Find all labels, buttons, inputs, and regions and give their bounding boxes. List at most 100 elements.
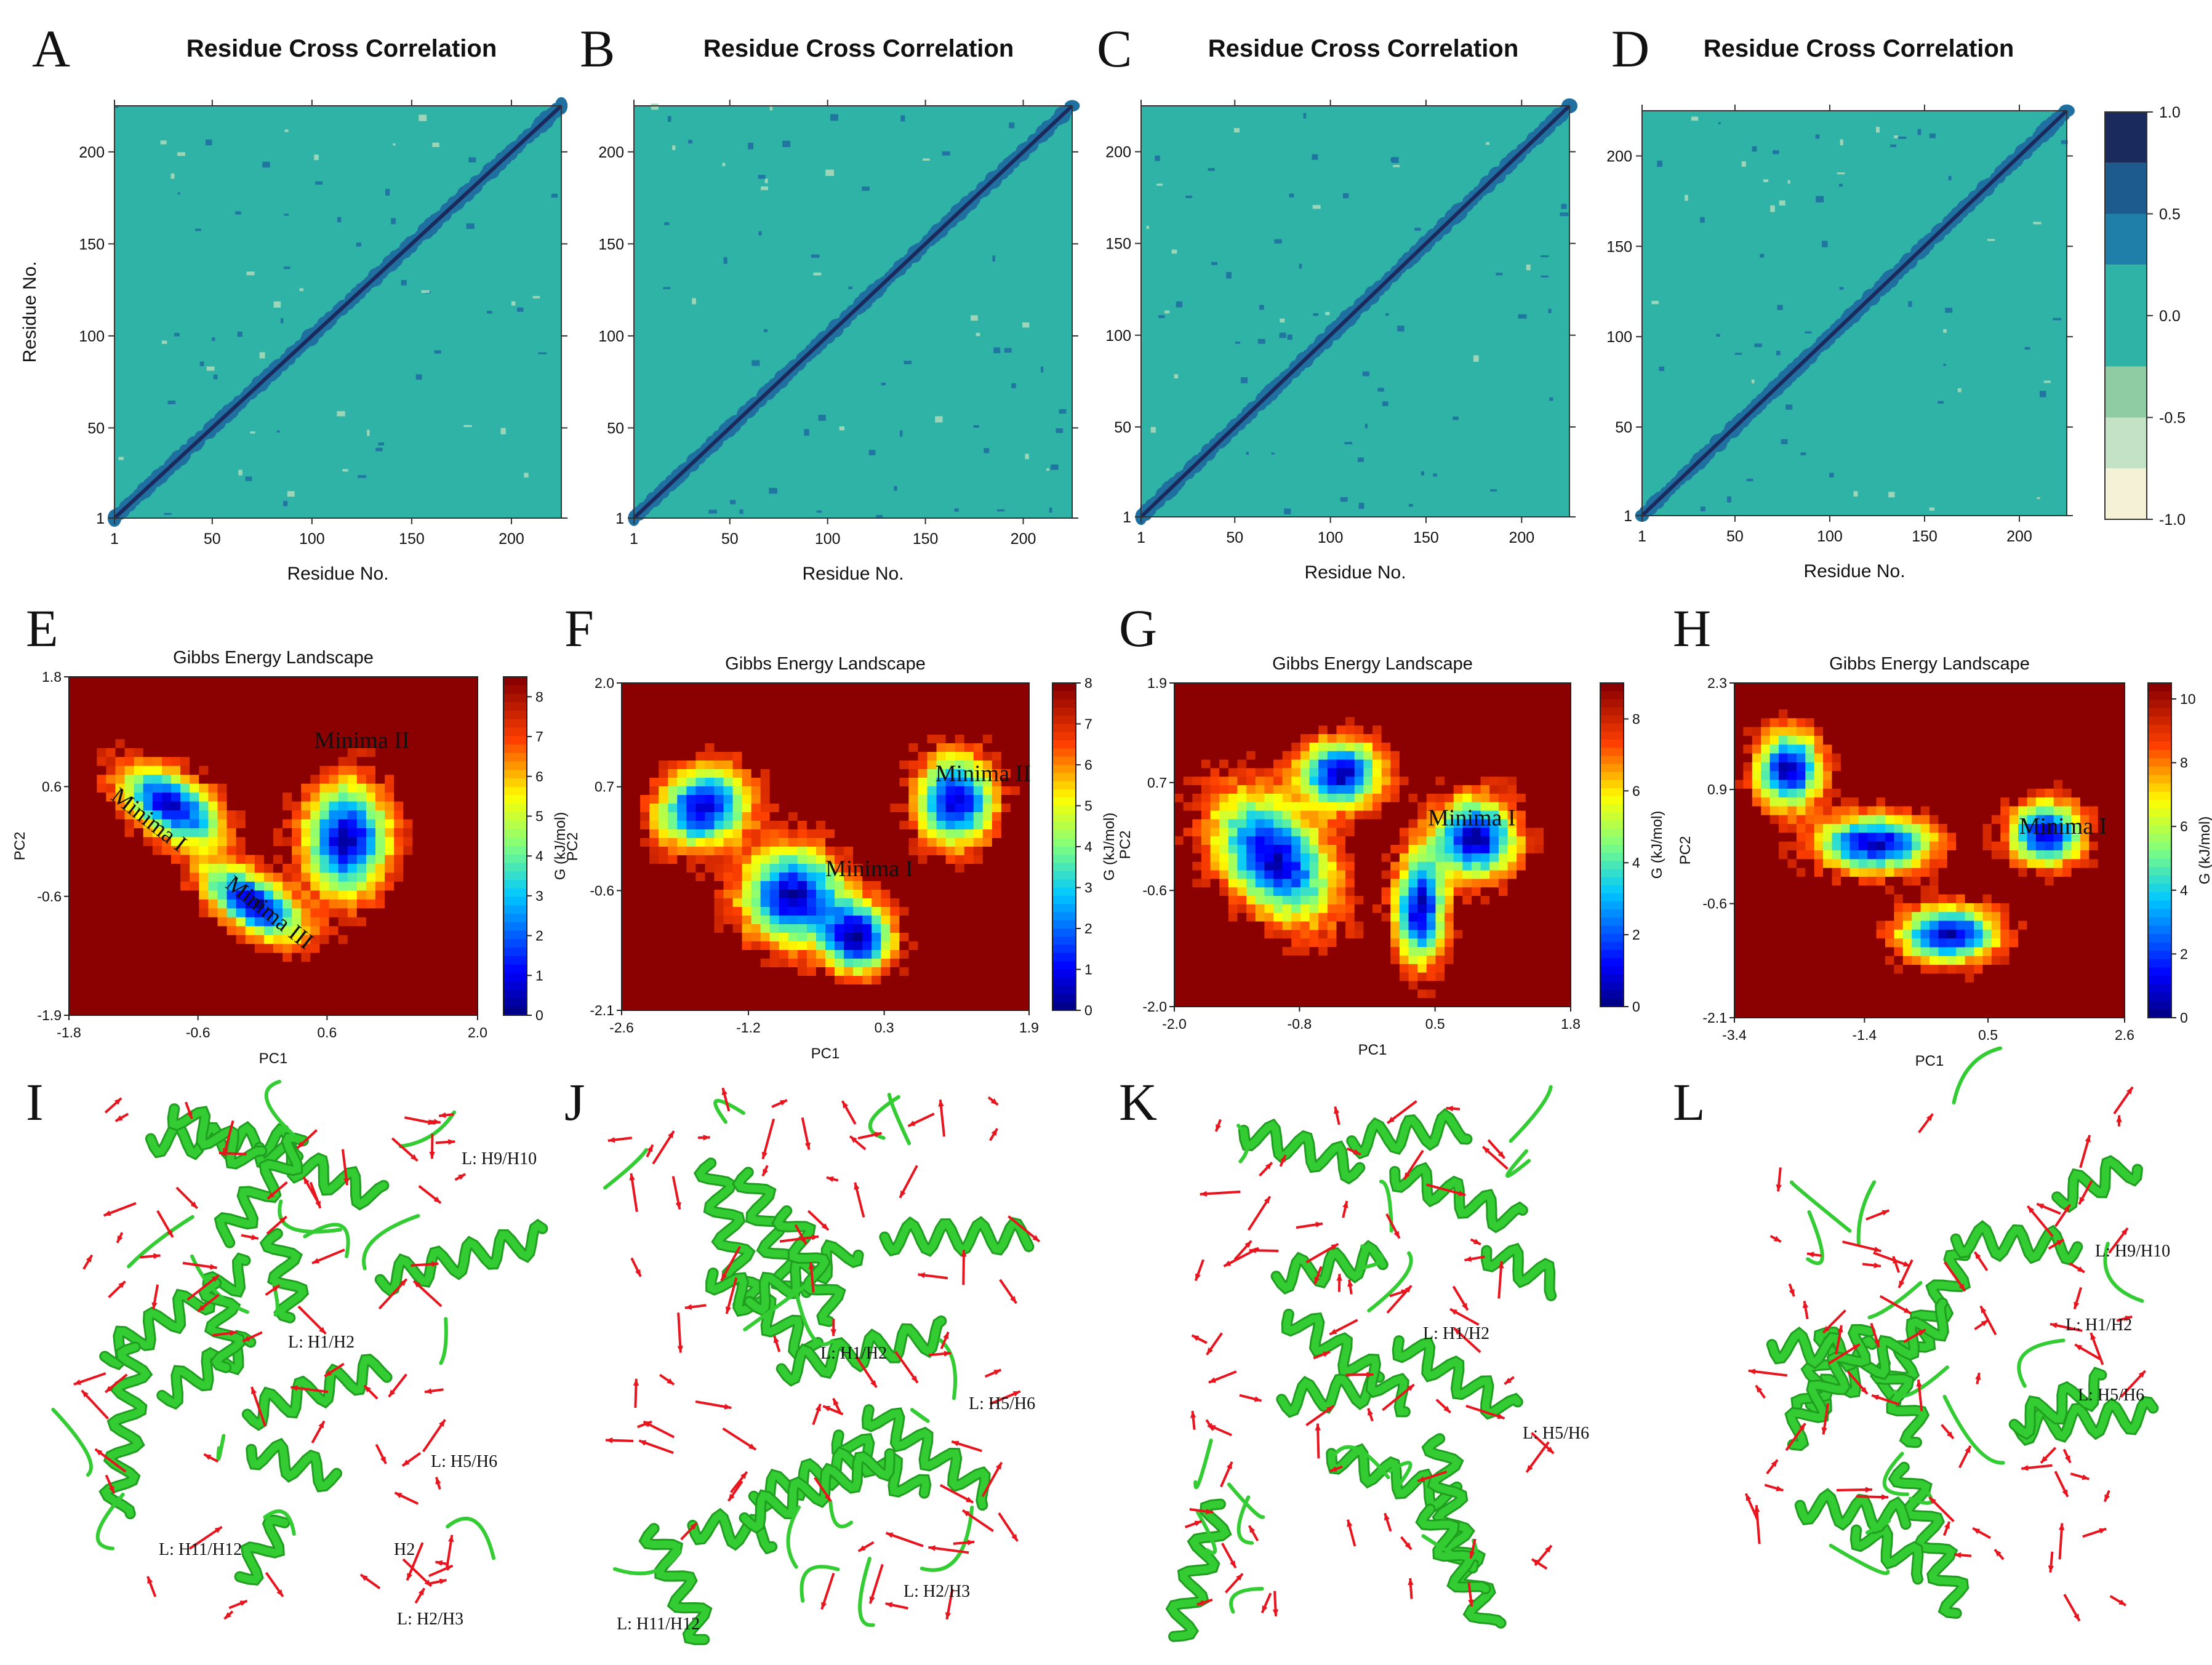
- energy-cell: [918, 881, 928, 890]
- energy-cell: [97, 846, 106, 856]
- energy-cell: [769, 838, 780, 847]
- energy-cell: [143, 899, 153, 909]
- energy-cell: [292, 730, 302, 740]
- energy-cell: [329, 828, 339, 838]
- energy-cell: [208, 890, 218, 900]
- energy-cell: [815, 726, 826, 735]
- energy-cell: [134, 872, 144, 882]
- energy-cell: [918, 769, 928, 778]
- energy-cell: [872, 950, 881, 959]
- energy-cell: [742, 795, 752, 804]
- energy-cell: [686, 933, 696, 942]
- energy-cell: [1192, 777, 1202, 786]
- energy-cell: [973, 700, 984, 709]
- energy-cell: [161, 863, 172, 874]
- energy-cell: [659, 786, 668, 796]
- energy-cell: [356, 677, 367, 687]
- energy-cell: [927, 778, 937, 787]
- energy-cell: [1282, 887, 1292, 896]
- energy-cell: [356, 765, 367, 775]
- colorbar-segment: [1052, 847, 1076, 855]
- energy-cell: [375, 801, 385, 811]
- energy-cell: [292, 685, 302, 695]
- energy-cell: [97, 783, 106, 793]
- energy-cell: [1019, 847, 1030, 856]
- energy-cell: [1273, 921, 1283, 931]
- energy-cell: [1237, 751, 1247, 761]
- energy-cell: [143, 703, 153, 713]
- energy-cell: [190, 935, 199, 944]
- energy-cell: [97, 872, 106, 882]
- energy-cell: [236, 775, 246, 785]
- energy-cell: [705, 976, 715, 985]
- energy-cell: [1174, 691, 1184, 701]
- energy-cell: [918, 855, 928, 864]
- energy-cell: [245, 988, 255, 998]
- energy-cell: [375, 677, 385, 687]
- energy-cell: [171, 712, 181, 722]
- energy-cell: [1001, 959, 1011, 968]
- energy-cell: [797, 709, 807, 718]
- negative-correlation-patch: [1150, 427, 1156, 433]
- energy-cell: [1192, 887, 1202, 896]
- energy-cell: [115, 935, 126, 944]
- positive-correlation-patch: [862, 186, 870, 191]
- energy-cell: [1201, 785, 1211, 794]
- energy-cell: [403, 793, 413, 802]
- energy-cell: [292, 997, 302, 1007]
- energy-cell: [1001, 1002, 1011, 1011]
- energy-cell: [356, 757, 367, 767]
- energy-cell: [936, 829, 947, 839]
- energy-cell: [815, 786, 826, 796]
- energy-cell: [705, 993, 715, 1002]
- energy-cell: [106, 819, 116, 829]
- energy-cell: [769, 717, 780, 727]
- energy-cell: [385, 828, 395, 838]
- energy-cell: [631, 847, 641, 856]
- colorbar-segment: [503, 981, 527, 991]
- energy-cell: [124, 890, 135, 900]
- energy-cell: [751, 743, 761, 753]
- energy-cell: [403, 926, 413, 936]
- energy-cell: [649, 924, 659, 933]
- energy-cell: [973, 717, 984, 727]
- energy-cell: [385, 944, 395, 954]
- energy-cell: [217, 855, 228, 864]
- energy-cell: [1001, 941, 1011, 951]
- positive-correlation-patch: [1279, 332, 1286, 338]
- energy-cell: [329, 881, 339, 891]
- energy-cell: [936, 847, 947, 856]
- energy-cell: [1010, 907, 1020, 916]
- energy-cell: [1001, 735, 1011, 744]
- energy-cell: [1246, 742, 1256, 752]
- energy-cell: [217, 828, 228, 838]
- energy-cell: [1210, 853, 1220, 863]
- energy-cell: [78, 846, 88, 856]
- energy-cell: [1291, 947, 1301, 956]
- energy-cell: [742, 864, 752, 873]
- energy-cell: [1201, 691, 1211, 701]
- negative-correlation-patch: [1393, 165, 1400, 167]
- energy-cell: [695, 855, 706, 864]
- energy-cell: [422, 837, 432, 847]
- energy-cell: [686, 812, 696, 821]
- energy-cell: [292, 881, 302, 891]
- energy-cell: [723, 950, 734, 959]
- energy-cell: [982, 761, 993, 770]
- energy-cell: [78, 997, 88, 1007]
- energy-cell: [742, 890, 752, 899]
- energy-cell: [955, 743, 965, 753]
- energy-cell: [385, 819, 395, 829]
- energy-cell: [236, 899, 246, 909]
- colorbar-segment: [503, 888, 527, 898]
- energy-cell: [440, 757, 451, 767]
- energy-cell: [1291, 751, 1301, 761]
- energy-cell: [106, 952, 116, 962]
- energy-cell: [236, 908, 246, 918]
- positive-correlation-patch: [1776, 351, 1781, 356]
- energy-cell: [338, 988, 348, 998]
- energy-cell: [283, 935, 292, 944]
- energy-cell: [366, 801, 376, 811]
- energy-cell: [973, 881, 984, 890]
- energy-cell: [319, 775, 330, 785]
